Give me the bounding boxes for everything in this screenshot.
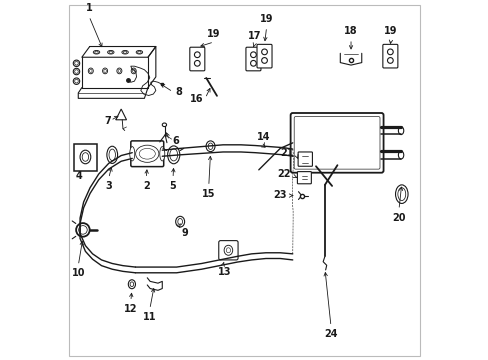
Ellipse shape bbox=[398, 127, 403, 135]
Text: 12: 12 bbox=[124, 304, 137, 314]
Ellipse shape bbox=[398, 151, 403, 159]
Text: 2: 2 bbox=[142, 181, 149, 191]
Text: 13: 13 bbox=[218, 267, 231, 277]
Text: 16: 16 bbox=[189, 94, 203, 104]
FancyBboxPatch shape bbox=[290, 113, 383, 173]
Text: 17: 17 bbox=[247, 31, 261, 41]
Text: 19: 19 bbox=[207, 29, 221, 39]
FancyBboxPatch shape bbox=[218, 240, 238, 260]
FancyBboxPatch shape bbox=[189, 47, 204, 71]
Text: 14: 14 bbox=[257, 132, 270, 142]
Text: 9: 9 bbox=[182, 228, 188, 238]
Text: 18: 18 bbox=[344, 26, 357, 36]
Ellipse shape bbox=[160, 147, 164, 161]
Text: 6: 6 bbox=[172, 136, 179, 146]
FancyBboxPatch shape bbox=[297, 172, 311, 184]
Text: 20: 20 bbox=[391, 213, 405, 223]
Text: 19: 19 bbox=[260, 14, 273, 24]
Text: 8: 8 bbox=[176, 87, 183, 97]
FancyBboxPatch shape bbox=[245, 47, 261, 71]
Text: 19: 19 bbox=[384, 26, 397, 36]
Text: 3: 3 bbox=[105, 181, 112, 191]
Bar bbox=[74, 144, 97, 171]
FancyBboxPatch shape bbox=[298, 152, 312, 166]
FancyBboxPatch shape bbox=[257, 44, 271, 68]
Text: 24: 24 bbox=[324, 329, 337, 339]
Text: 22: 22 bbox=[277, 169, 290, 179]
FancyBboxPatch shape bbox=[131, 141, 163, 167]
Text: 7: 7 bbox=[104, 116, 111, 126]
FancyBboxPatch shape bbox=[382, 44, 397, 68]
Text: 10: 10 bbox=[71, 268, 85, 278]
Text: 5: 5 bbox=[169, 181, 176, 191]
Text: 11: 11 bbox=[142, 312, 156, 322]
Ellipse shape bbox=[129, 147, 135, 161]
Text: 15: 15 bbox=[202, 189, 215, 199]
FancyBboxPatch shape bbox=[294, 117, 379, 169]
Text: 1: 1 bbox=[85, 3, 92, 13]
Text: 23: 23 bbox=[273, 190, 286, 200]
Text: 21: 21 bbox=[280, 148, 293, 158]
Text: 4: 4 bbox=[76, 171, 82, 181]
